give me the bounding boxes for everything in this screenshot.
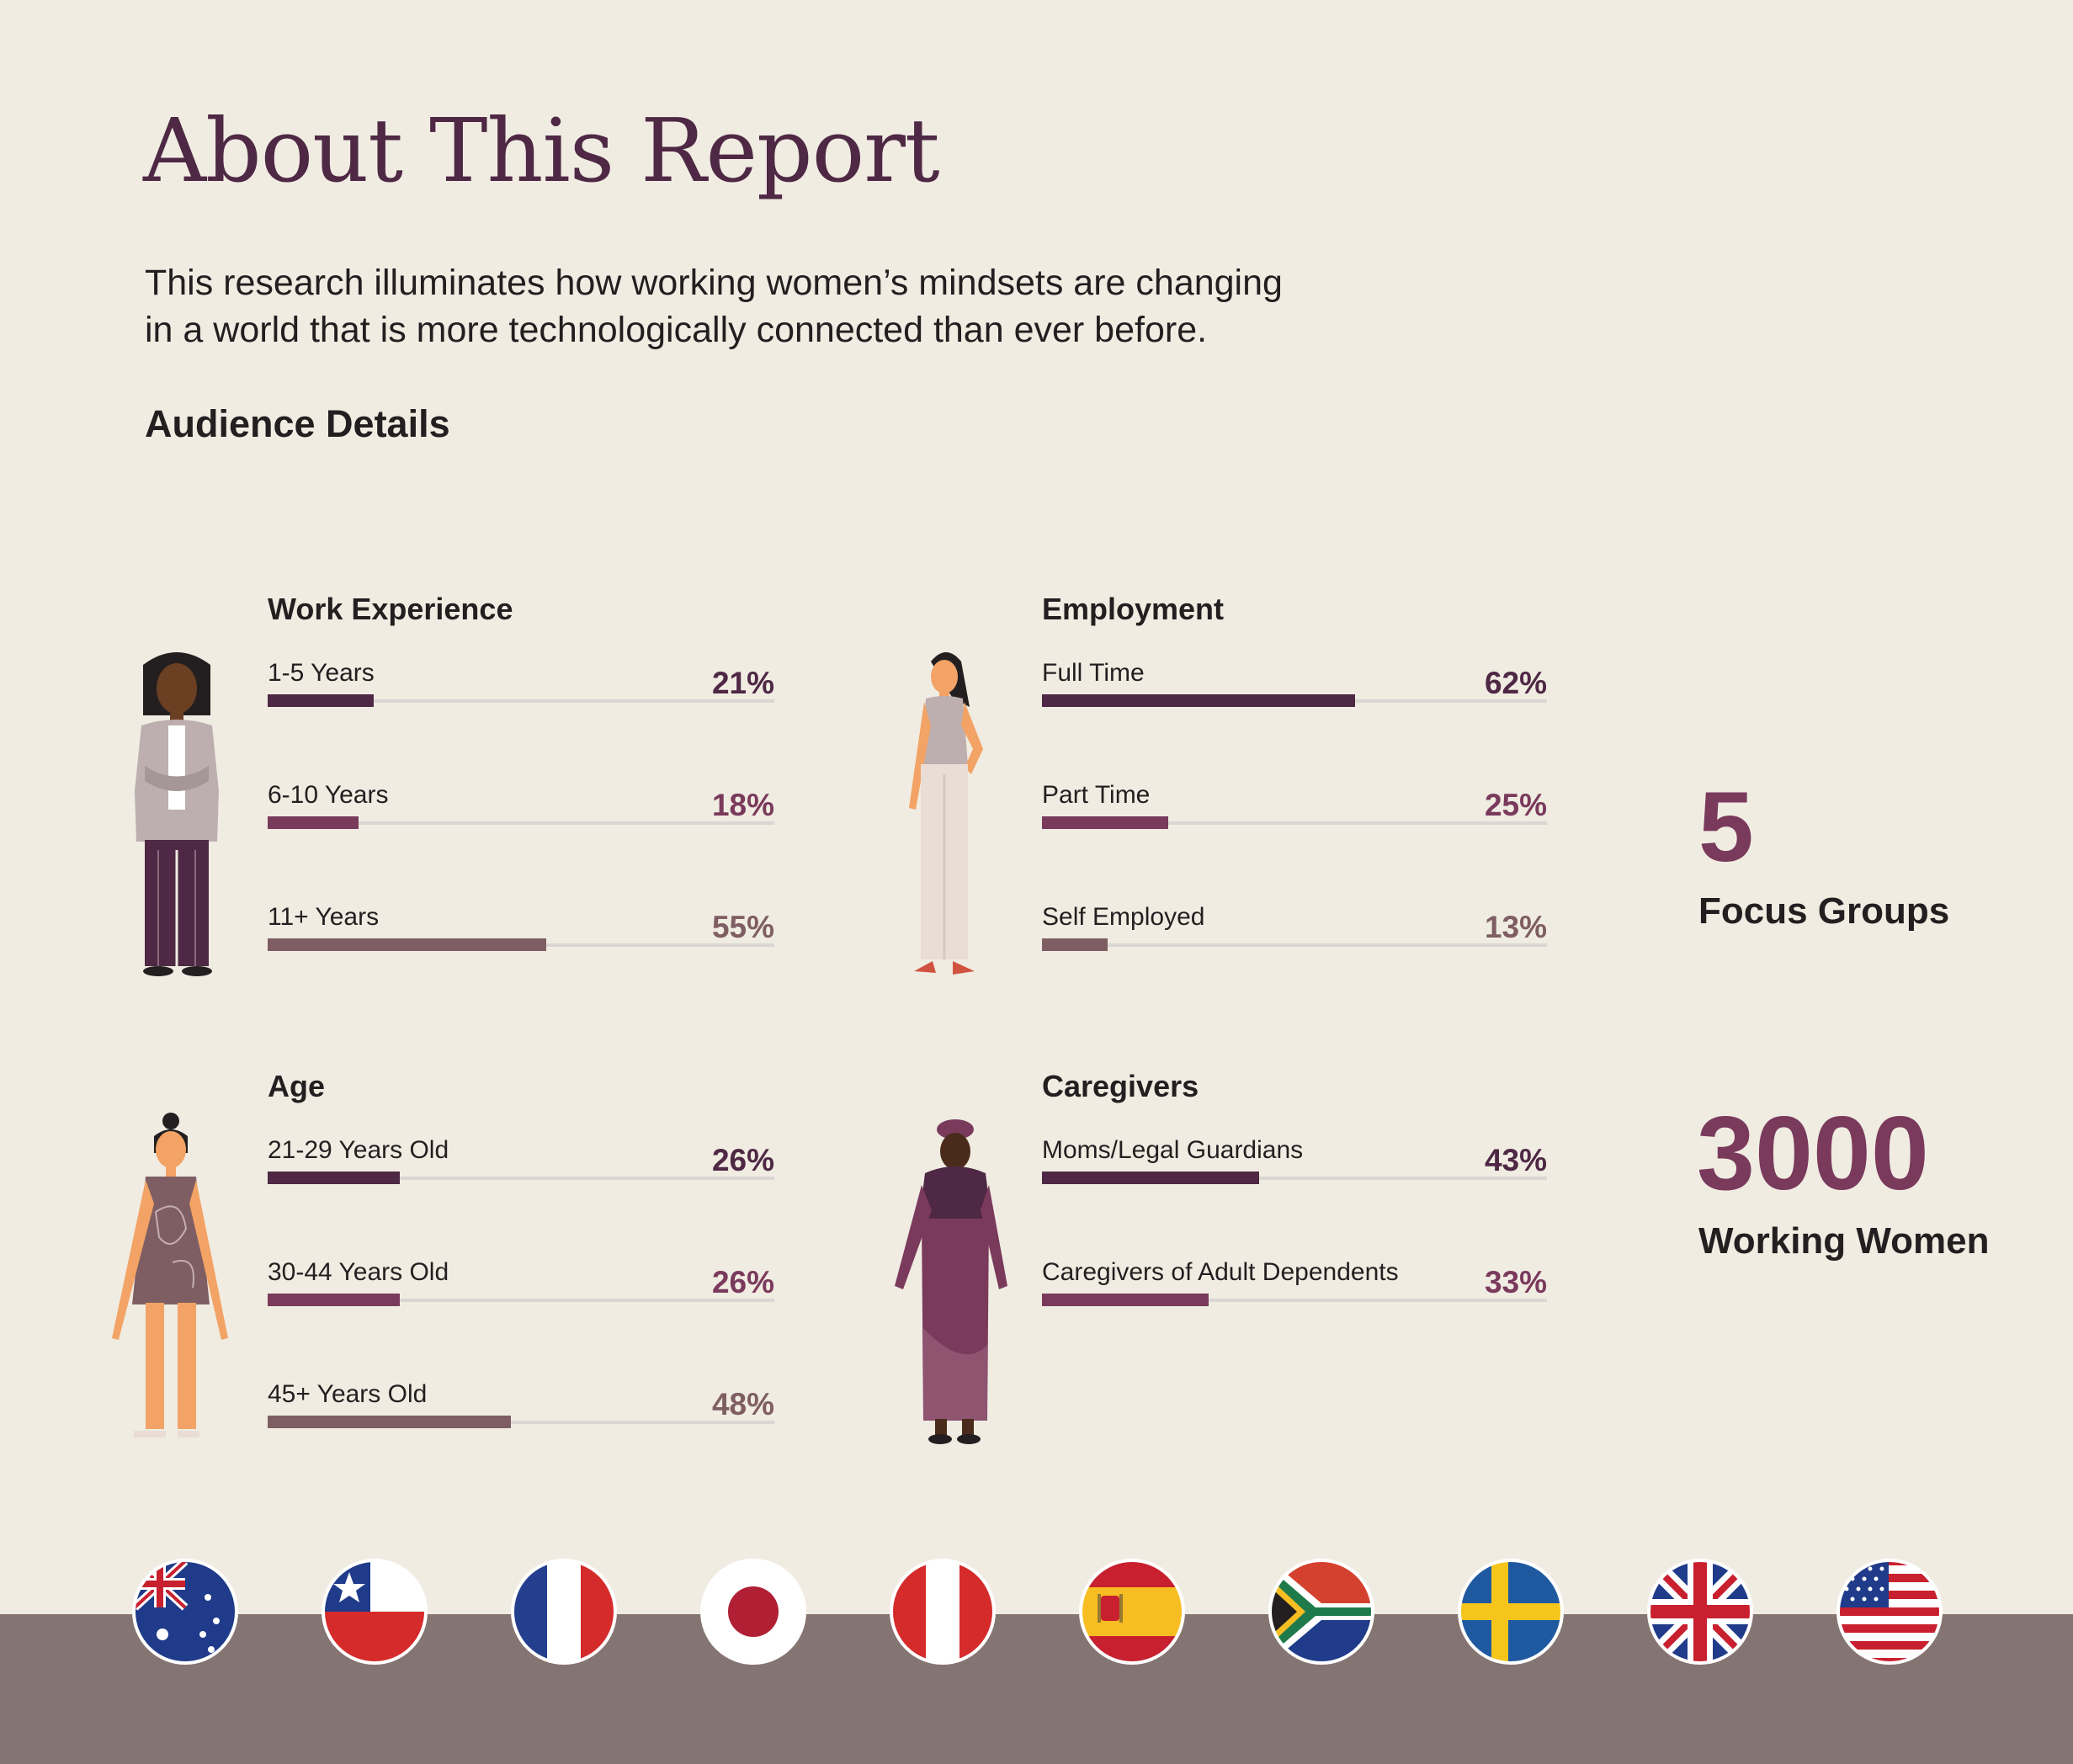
woman-work-experience-illustration xyxy=(135,652,219,976)
bar-percent-label: 33% xyxy=(1484,1265,1547,1299)
bar-fill xyxy=(268,816,359,829)
bar-percent-label: 25% xyxy=(1484,788,1547,822)
bar-fill xyxy=(1042,816,1168,829)
ground-band xyxy=(0,1614,2073,1764)
bar-track xyxy=(268,1299,774,1302)
bar-percent-label: 21% xyxy=(711,666,774,700)
bar-label: 11+ Years xyxy=(268,903,380,931)
bar-track xyxy=(1042,1299,1547,1302)
bar-track xyxy=(268,1421,774,1424)
bar-fill xyxy=(1042,1294,1209,1306)
bar-row-11-years: 11+ Years 55% xyxy=(268,903,774,970)
sweden-flag-icon xyxy=(1458,1559,1564,1665)
spain-flag-icon xyxy=(1079,1559,1185,1665)
bar-percent-label: 26% xyxy=(711,1265,774,1299)
age-title: Age xyxy=(268,1069,326,1103)
bar-fill xyxy=(268,694,374,707)
bar-row-45-years-old: 45+ Years Old 48% xyxy=(268,1380,774,1448)
bar-percent-label: 18% xyxy=(711,788,774,822)
bar-fill xyxy=(268,1416,511,1428)
chile-flag-icon xyxy=(322,1559,428,1665)
united-kingdom-flag-icon xyxy=(1647,1559,1753,1665)
woman-caregivers-illustration xyxy=(895,1119,1007,1444)
employment-panel: Employment Full Time 62% Part Time 25% Self … xyxy=(1042,592,1547,979)
bar-fill xyxy=(268,1294,400,1306)
bar-percent-label: 43% xyxy=(1484,1143,1547,1177)
intro-line-1: This research illuminates how working wo… xyxy=(145,263,1283,303)
bar-row-part-time: Part Time 25% xyxy=(1042,781,1547,848)
page-title: About This Report xyxy=(143,99,940,202)
bar-row-1-5-years: 1-5 Years 21% xyxy=(268,659,774,726)
france-flag-icon xyxy=(511,1559,617,1665)
bar-percent-label: 26% xyxy=(711,1143,774,1177)
bar-track xyxy=(268,821,774,825)
bar-label: 45+ Years Old xyxy=(268,1380,428,1408)
bar-row-21-29-years-old: 21-29 Years Old 26% xyxy=(268,1136,774,1203)
bar-percent-label: 13% xyxy=(1484,910,1547,944)
caregivers-panel: Caregivers Moms/Legal Guardians 43% Caregi… xyxy=(1042,1069,1547,1372)
bar-row-6-10-years: 6-10 Years 18% xyxy=(268,781,774,848)
bar-fill xyxy=(1042,938,1108,951)
bar-fill xyxy=(268,1172,400,1184)
bar-label: Part Time xyxy=(1042,781,1151,809)
bar-row-moms-legal-guardians: Moms/Legal Guardians 43% xyxy=(1042,1136,1547,1203)
bar-label: Self Employed xyxy=(1042,903,1205,931)
bar-label: 30-44 Years Old xyxy=(268,1258,449,1286)
bar-label: Full Time xyxy=(1042,659,1145,687)
age-panel: Age 21-29 Years Old 26% 30-44 Years Old 26%… xyxy=(268,1069,774,1456)
bar-track xyxy=(268,1177,774,1180)
bar-track xyxy=(1042,821,1547,825)
south-africa-flag-icon xyxy=(1268,1559,1374,1665)
employment-title: Employment xyxy=(1042,592,1225,626)
woman-age-illustration xyxy=(112,1113,228,1437)
bar-row-self-employed: Self Employed 13% xyxy=(1042,903,1547,970)
bar-fill xyxy=(1042,1172,1259,1184)
bar-fill xyxy=(268,938,546,951)
intro-text: This research illuminates how working wo… xyxy=(145,259,1576,353)
bar-percent-label: 62% xyxy=(1484,666,1547,700)
caregivers-title: Caregivers xyxy=(1042,1069,1199,1103)
working-women-number: 3000 xyxy=(1697,1096,1929,1212)
bar-label: Caregivers of Adult Dependents xyxy=(1042,1258,1399,1286)
bar-label: 6-10 Years xyxy=(268,781,389,809)
work-experience-title: Work Experience xyxy=(268,592,513,626)
bar-row-30-44-years-old: 30-44 Years Old 26% xyxy=(268,1258,774,1326)
bar-label: Moms/Legal Guardians xyxy=(1042,1136,1304,1164)
australia-flag-icon xyxy=(132,1559,238,1665)
bar-fill xyxy=(1042,694,1355,707)
focus-groups-number: 5 xyxy=(1698,772,1754,883)
bar-track xyxy=(1042,1177,1547,1180)
peru-flag-icon xyxy=(890,1559,996,1665)
section-heading: Audience Details xyxy=(145,402,450,445)
bar-row-full-time: Full Time 62% xyxy=(1042,659,1547,726)
bar-track xyxy=(268,699,774,703)
bar-percent-label: 55% xyxy=(711,910,774,944)
work-experience-panel: Work Experience 1-5 Years 21% 6-10 Years 18… xyxy=(268,592,774,979)
bar-track xyxy=(1042,943,1547,947)
japan-flag-icon xyxy=(700,1559,806,1665)
bar-percent-label: 48% xyxy=(711,1387,774,1421)
united-states-flag-icon xyxy=(1836,1559,1943,1665)
working-women-label: Working Women xyxy=(1698,1220,1990,1262)
focus-groups-label: Focus Groups xyxy=(1698,890,1950,932)
bar-label: 1-5 Years xyxy=(268,659,375,687)
bar-row-caregivers-of-adult-dependents: Caregivers of Adult Dependents 33% xyxy=(1042,1258,1547,1326)
intro-line-2: in a world that is more technologically … xyxy=(145,310,1208,350)
woman-employment-illustration xyxy=(909,652,983,975)
bar-label: 21-29 Years Old xyxy=(268,1136,449,1164)
